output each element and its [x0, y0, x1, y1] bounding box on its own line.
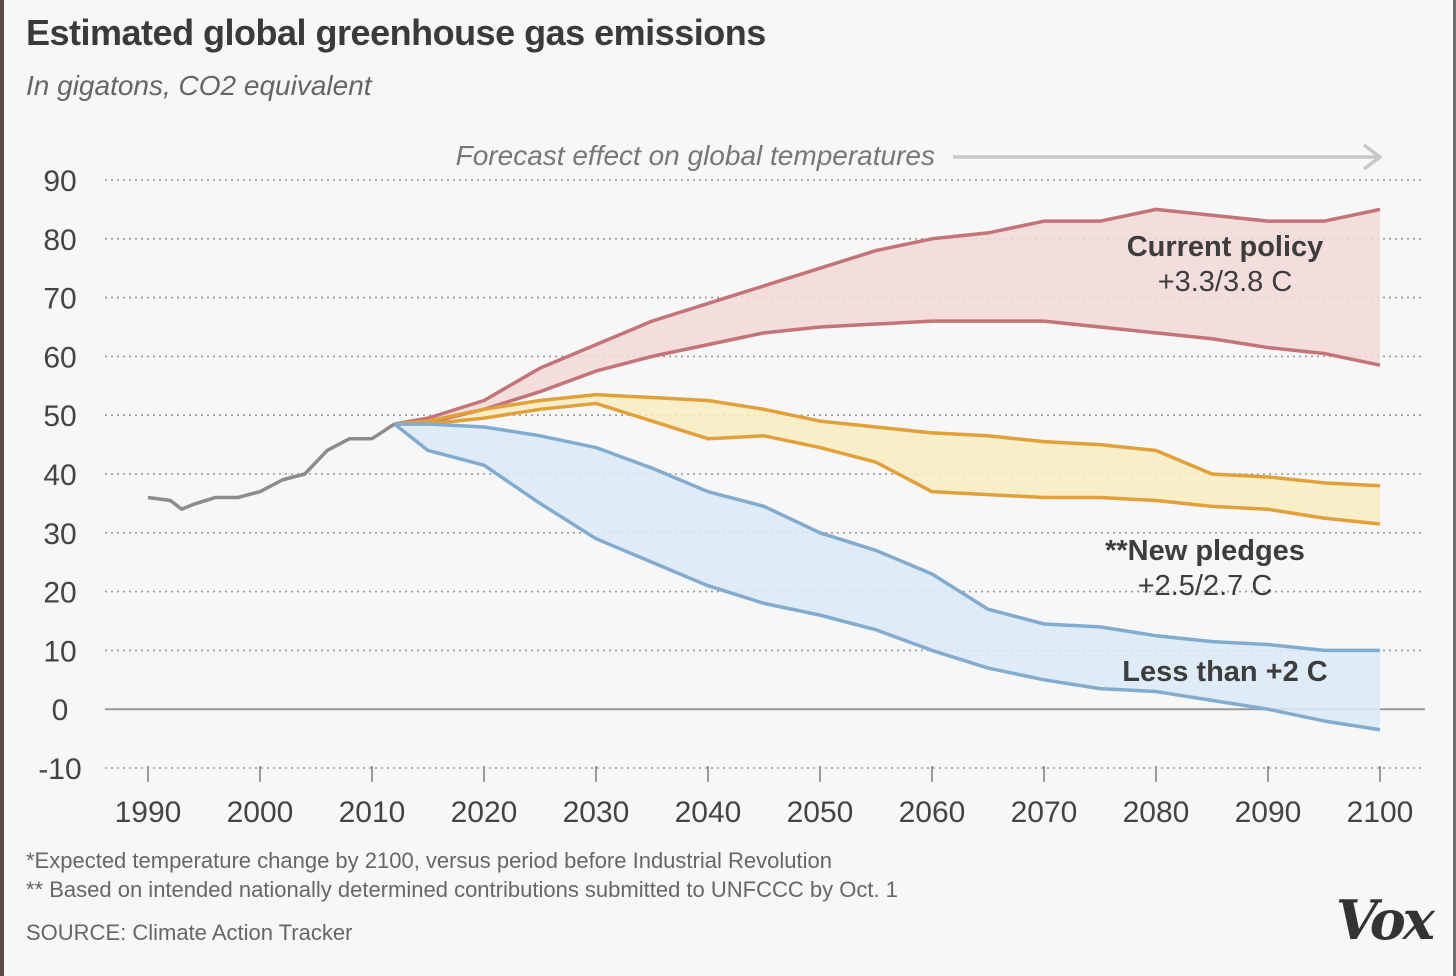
x-tick-label: 2020 — [451, 796, 518, 829]
forecast-annotation: Forecast effect on global temperatures — [456, 140, 935, 171]
new-pledges-upper-line — [394, 392, 1381, 488]
y-tick-label: 10 — [43, 635, 76, 668]
current-policy-temperature-label: +3.3/3.8 C — [1158, 266, 1293, 298]
less-than-2c-upper-line — [394, 422, 1380, 653]
current-policy-upper-line — [394, 207, 1381, 426]
vox-logo: Vox — [1335, 888, 1435, 952]
x-tick-label: 2000 — [227, 796, 294, 829]
new-pledges-band — [394, 394, 1380, 524]
current-policy-lower-line — [394, 319, 1381, 426]
y-tick-label: 80 — [43, 224, 76, 257]
y-tick-label: 70 — [43, 283, 76, 316]
historical-line — [147, 422, 396, 512]
x-tick-label: 2060 — [899, 796, 966, 829]
chart-subtitle: In gigatons, CO2 equivalent — [26, 70, 372, 101]
footnote-temperature: *Expected temperature change by 2100, ve… — [26, 848, 832, 873]
x-tick-label: 1990 — [115, 796, 182, 829]
source-credit: SOURCE: Climate Action Tracker — [26, 920, 353, 945]
y-tick-label: 40 — [43, 459, 76, 492]
x-tick-label: 2040 — [675, 796, 742, 829]
less-than-2c-lower-line — [393, 422, 1381, 732]
y-tick-label: 20 — [43, 577, 76, 610]
line-layer — [147, 207, 1381, 732]
x-tick-label: 2100 — [1347, 796, 1414, 829]
y-tick-label: 30 — [43, 518, 76, 551]
x-tick-label: 2080 — [1123, 796, 1190, 829]
less-than-2c-band — [394, 424, 1380, 730]
x-tick-label: 2030 — [563, 796, 630, 829]
annotation-layer: Forecast effect on global temperatures — [456, 140, 1382, 171]
x-tick-label: 2050 — [787, 796, 854, 829]
less-than-2c-label: Less than +2 C — [1122, 656, 1328, 688]
y-tick-label: 50 — [43, 400, 76, 433]
chart-title: Estimated global greenhouse gas emission… — [26, 12, 766, 53]
y-tick-label: -10 — [38, 753, 81, 786]
new-pledges-temperature-label: +2.5/2.7 C — [1138, 570, 1273, 602]
y-tick-label: 90 — [43, 165, 76, 198]
current-policy-band — [394, 209, 1380, 425]
forecast-arrow-head — [1362, 143, 1382, 171]
area-layer — [394, 209, 1380, 730]
x-tick-label: 2090 — [1235, 796, 1302, 829]
new-pledges-label: **New pledges — [1105, 535, 1305, 567]
series-label-layer: Current policy+3.3/3.8 C **New pledges+2.… — [1105, 231, 1328, 688]
new-pledges-lower-line — [394, 401, 1381, 526]
x-tick-label: 2010 — [339, 796, 406, 829]
x-tick-label: 2070 — [1011, 796, 1078, 829]
footnote-pledges: ** Based on intended nationally determin… — [26, 877, 898, 902]
y-tick-label: 60 — [43, 341, 76, 374]
right-border — [1453, 0, 1456, 976]
current-policy-label: Current policy — [1127, 231, 1324, 263]
left-border — [0, 0, 4, 976]
y-tick-label: 0 — [52, 694, 69, 727]
